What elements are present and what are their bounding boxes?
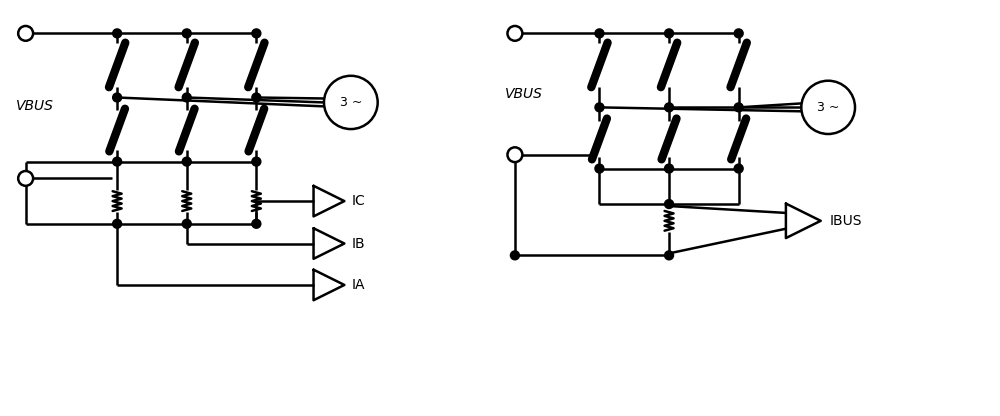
Circle shape — [113, 157, 122, 166]
Circle shape — [734, 164, 743, 173]
Circle shape — [182, 93, 191, 102]
Text: VBUS: VBUS — [16, 99, 54, 113]
Circle shape — [734, 29, 743, 38]
Circle shape — [113, 219, 122, 228]
Circle shape — [801, 81, 855, 134]
Circle shape — [665, 251, 674, 260]
Circle shape — [182, 157, 191, 166]
Circle shape — [182, 219, 191, 228]
Text: IC: IC — [352, 194, 366, 208]
Circle shape — [595, 103, 604, 112]
Circle shape — [252, 93, 261, 102]
Circle shape — [510, 251, 519, 260]
Circle shape — [665, 29, 674, 38]
Circle shape — [18, 171, 33, 186]
Circle shape — [18, 26, 33, 41]
Circle shape — [507, 147, 522, 162]
Text: IB: IB — [352, 237, 365, 250]
Circle shape — [665, 103, 674, 112]
Circle shape — [665, 200, 674, 208]
Text: IA: IA — [352, 278, 365, 292]
Circle shape — [182, 29, 191, 38]
Circle shape — [113, 29, 122, 38]
Circle shape — [595, 164, 604, 173]
Circle shape — [113, 93, 122, 102]
Circle shape — [324, 76, 378, 129]
Text: 3 ~: 3 ~ — [817, 101, 839, 114]
Circle shape — [595, 29, 604, 38]
Circle shape — [252, 29, 261, 38]
Circle shape — [665, 164, 674, 173]
Circle shape — [507, 26, 522, 41]
Circle shape — [734, 103, 743, 112]
Circle shape — [252, 219, 261, 228]
Text: IBUS: IBUS — [829, 214, 862, 228]
Text: VBUS: VBUS — [505, 87, 543, 101]
Circle shape — [252, 157, 261, 166]
Text: 3 ~: 3 ~ — [340, 96, 362, 109]
